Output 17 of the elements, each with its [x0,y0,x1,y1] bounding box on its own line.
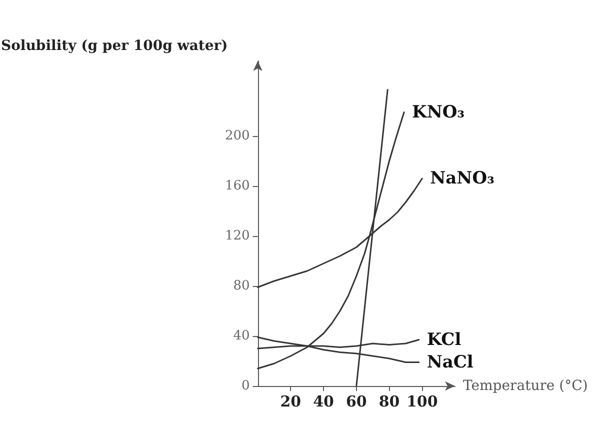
y-tick-label: 0 [242,378,250,394]
x-tick-label: 40 [313,392,334,410]
y-tick-label: 200 [224,128,250,144]
series-label: NaNO₃ [430,168,494,188]
y-tick-label: 120 [224,228,250,244]
series-label: KNO₃ [412,102,465,122]
x-tick-label: 80 [378,392,400,410]
y-tick-label: 40 [233,328,250,344]
series-label: KCl [426,330,462,350]
y-tick-label: 160 [224,178,250,194]
x-tick-label: 20 [280,392,302,410]
x-tick-label: 60 [346,392,367,410]
x-tick-label: 100 [406,392,438,410]
series-label: NaCl [426,352,474,372]
y-tick-label: 80 [233,278,250,294]
y-axis-title: Solubility (g per 100g water) [0,38,228,54]
x-axis-title: Temperature (°C) [463,378,588,394]
